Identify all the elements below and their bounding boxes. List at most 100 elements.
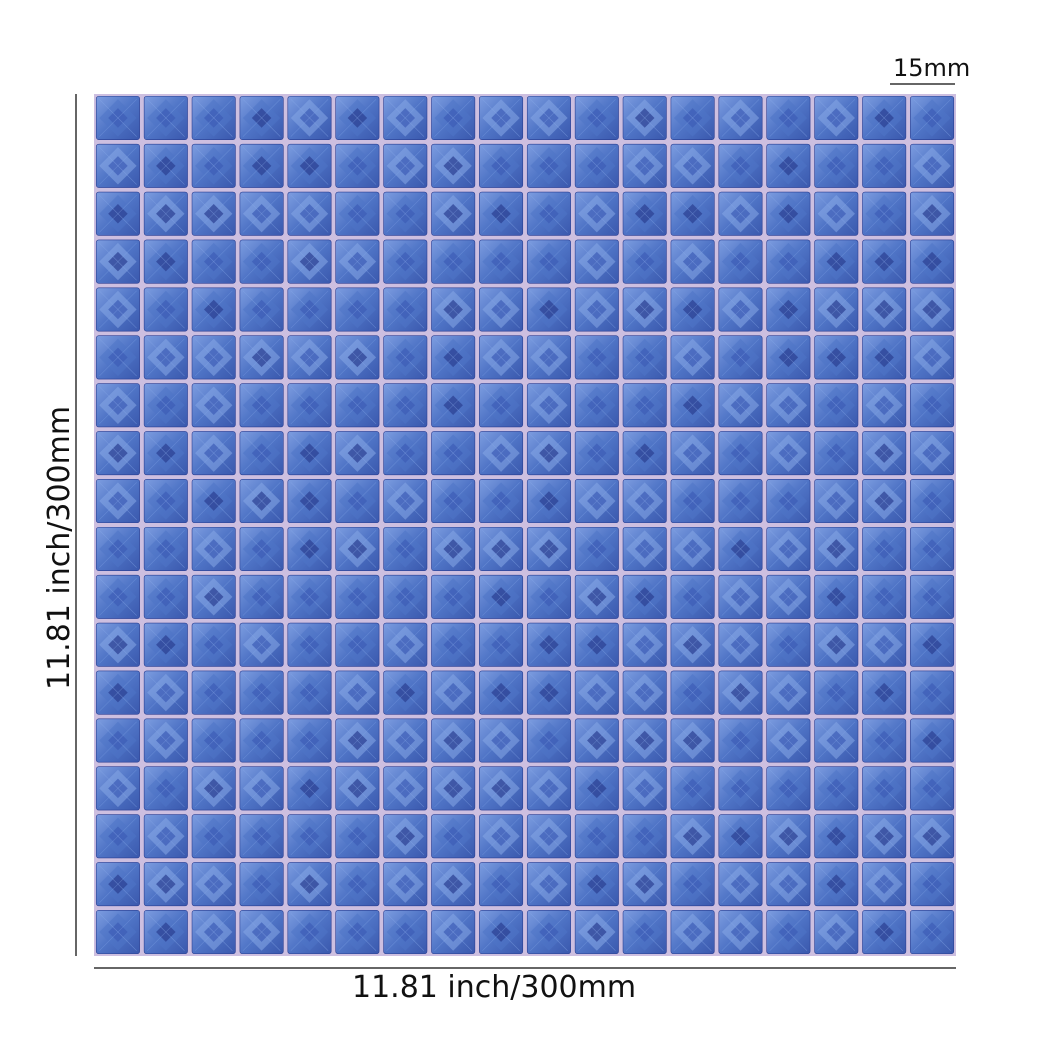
mosaic-tile xyxy=(191,335,236,380)
mosaic-tile xyxy=(383,335,428,380)
mosaic-tile xyxy=(862,287,907,332)
mosaic-tile xyxy=(670,431,715,476)
mosaic-tile xyxy=(335,143,380,188)
mosaic-tile xyxy=(670,622,715,667)
mosaic-tile xyxy=(910,335,955,380)
mosaic-tile xyxy=(287,191,332,236)
mosaic-tile xyxy=(526,622,571,667)
mosaic-tile xyxy=(479,191,524,236)
mosaic-tile xyxy=(95,287,140,332)
mosaic-tile xyxy=(862,862,907,907)
mosaic-tile xyxy=(143,335,188,380)
mosaic-tile xyxy=(383,383,428,428)
mosaic-tile xyxy=(143,718,188,763)
mosaic-tile xyxy=(191,479,236,524)
mosaic-tile xyxy=(143,95,188,140)
mosaic-tile xyxy=(383,862,428,907)
mosaic-tile xyxy=(862,718,907,763)
mosaic-tile xyxy=(814,335,859,380)
mosaic-tile xyxy=(239,431,284,476)
mosaic-tile xyxy=(191,766,236,811)
mosaic-tile xyxy=(766,239,811,284)
mosaic-tile xyxy=(479,766,524,811)
mosaic-tile xyxy=(287,766,332,811)
mosaic-tile xyxy=(622,526,667,571)
mosaic-tile xyxy=(910,862,955,907)
mosaic-tile xyxy=(335,431,380,476)
mosaic-tile xyxy=(622,574,667,619)
mosaic-tile xyxy=(239,766,284,811)
mosaic-tile xyxy=(191,526,236,571)
mosaic-tile xyxy=(670,335,715,380)
mosaic-tile xyxy=(766,718,811,763)
mosaic-tile xyxy=(239,862,284,907)
mosaic-tile xyxy=(574,718,619,763)
mosaic-tile xyxy=(383,910,428,955)
mosaic-tile xyxy=(383,670,428,715)
mosaic-tile xyxy=(191,862,236,907)
mosaic-tile xyxy=(383,622,428,667)
tile-size-label: 15mm xyxy=(893,54,971,82)
mosaic-tile xyxy=(287,335,332,380)
mosaic-tile xyxy=(526,287,571,332)
mosaic-tile xyxy=(718,862,763,907)
mosaic-tile xyxy=(622,862,667,907)
mosaic-tile xyxy=(574,526,619,571)
mosaic-tile xyxy=(718,766,763,811)
mosaic-tile xyxy=(766,95,811,140)
mosaic-tile xyxy=(335,191,380,236)
mosaic-tile xyxy=(814,670,859,715)
mosaic-tile xyxy=(143,143,188,188)
mosaic-tile xyxy=(479,910,524,955)
mosaic-tile xyxy=(814,862,859,907)
mosaic-tile xyxy=(862,143,907,188)
mosaic-tile xyxy=(191,143,236,188)
mosaic-tile xyxy=(574,143,619,188)
mosaic-tile xyxy=(479,670,524,715)
mosaic-tile xyxy=(143,670,188,715)
mosaic-tile xyxy=(479,814,524,859)
mosaic-tile xyxy=(479,239,524,284)
mosaic-tile xyxy=(383,574,428,619)
mosaic-tile xyxy=(335,670,380,715)
mosaic-tile xyxy=(479,718,524,763)
mosaic-tile xyxy=(910,383,955,428)
mosaic-tile xyxy=(479,479,524,524)
mosaic-tile xyxy=(622,287,667,332)
mosaic-tile xyxy=(814,526,859,571)
mosaic-tile xyxy=(670,239,715,284)
mosaic-tile xyxy=(718,526,763,571)
mosaic-tile xyxy=(526,718,571,763)
mosaic-tile xyxy=(526,191,571,236)
mosaic-tile xyxy=(622,191,667,236)
mosaic-tile xyxy=(574,431,619,476)
mosaic-tile xyxy=(574,814,619,859)
mosaic-tile xyxy=(574,574,619,619)
mosaic-tile xyxy=(479,335,524,380)
mosaic-tile xyxy=(95,431,140,476)
mosaic-tile xyxy=(910,431,955,476)
mosaic-tile xyxy=(239,622,284,667)
mosaic-tile xyxy=(862,526,907,571)
mosaic-tile xyxy=(143,191,188,236)
mosaic-tile xyxy=(335,383,380,428)
mosaic-tile xyxy=(526,239,571,284)
mosaic-tile xyxy=(287,239,332,284)
mosaic-tile xyxy=(95,862,140,907)
mosaic-tile xyxy=(766,383,811,428)
mosaic-tile xyxy=(239,814,284,859)
mosaic-tile xyxy=(143,910,188,955)
mosaic-tile xyxy=(766,191,811,236)
mosaic-tile xyxy=(622,766,667,811)
mosaic-tile xyxy=(622,479,667,524)
mosaic-tile xyxy=(526,479,571,524)
mosaic-tile xyxy=(910,574,955,619)
mosaic-tile xyxy=(239,479,284,524)
mosaic-tile xyxy=(622,143,667,188)
mosaic-tile xyxy=(814,239,859,284)
mosaic-tile xyxy=(383,479,428,524)
mosaic-tile xyxy=(287,574,332,619)
mosaic-tile xyxy=(718,910,763,955)
mosaic-tile xyxy=(239,143,284,188)
